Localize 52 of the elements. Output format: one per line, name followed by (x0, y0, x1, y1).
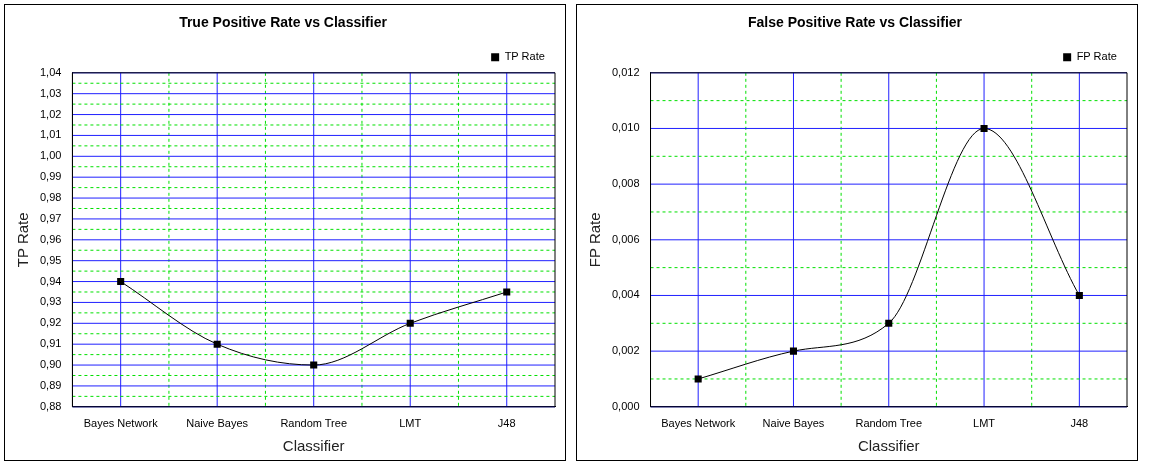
y-tick-label: 1,02 (39, 107, 62, 120)
y-tick-label: 0,010 (612, 121, 640, 134)
y-tick-label: 0,97 (39, 211, 62, 224)
y-tick-label: 1,03 (39, 86, 62, 99)
x-axis-title: Classifier (282, 437, 345, 455)
y-tick-label: 0,98 (39, 191, 62, 204)
x-tick-label: LMT (973, 417, 996, 430)
y-tick-label: 0,96 (39, 232, 62, 245)
legend-label: TP Rate (504, 50, 545, 63)
y-tick-label: 0,88 (39, 399, 62, 412)
point (694, 375, 702, 383)
y-tick-label: 0,004 (612, 288, 640, 301)
y-tick-label: 0,89 (39, 378, 62, 391)
y-tick-label: 0,92 (39, 316, 62, 329)
y-axis-title: FP Rate (586, 212, 604, 268)
y-tick-label: 0,002 (612, 344, 640, 357)
point (406, 319, 414, 327)
y-tick-label: 0,012 (612, 65, 640, 78)
y-tick-label: 1,01 (39, 128, 62, 141)
chart-title: True Positive Rate vs Classifier (179, 14, 388, 31)
y-tick-label: 0,95 (39, 253, 62, 266)
x-tick-label: Naive Bayes (186, 417, 249, 430)
x-tick-label: Naive Bayes (762, 417, 825, 430)
point (885, 319, 893, 327)
x-tick-label: Random Tree (280, 417, 348, 430)
y-tick-label: 0,91 (39, 337, 62, 350)
y-tick-label: 0,008 (612, 177, 640, 190)
y-tick-label: 0,006 (612, 232, 640, 245)
point (213, 340, 221, 348)
y-axis-title: TP Rate (14, 212, 32, 268)
y-tick-label: 0,90 (39, 358, 62, 371)
y-tick-label: 0,94 (39, 274, 62, 287)
x-tick-label: J48 (497, 417, 516, 430)
point (117, 278, 125, 286)
legend-label: FP Rate (1076, 50, 1117, 63)
x-tick-label: Random Tree (855, 417, 923, 430)
point (310, 361, 318, 369)
point (1075, 291, 1083, 299)
x-tick-label: Bayes Network (83, 417, 159, 430)
point (789, 347, 797, 355)
y-tick-label: 1,04 (39, 65, 62, 78)
y-tick-label: 0,99 (39, 170, 62, 183)
chart-title: False Positive Rate vs Classifier (748, 14, 963, 31)
y-tick-label: 0,000 (612, 399, 640, 412)
y-tick-label: 1,00 (39, 149, 62, 162)
point (980, 124, 988, 132)
y-tick-label: 0,93 (39, 295, 62, 308)
x-tick-label: LMT (399, 417, 422, 430)
x-tick-label: J48 (1070, 417, 1089, 430)
x-tick-label: Bayes Network (661, 417, 736, 430)
x-axis-title: Classifier (857, 437, 920, 455)
point (503, 288, 511, 296)
